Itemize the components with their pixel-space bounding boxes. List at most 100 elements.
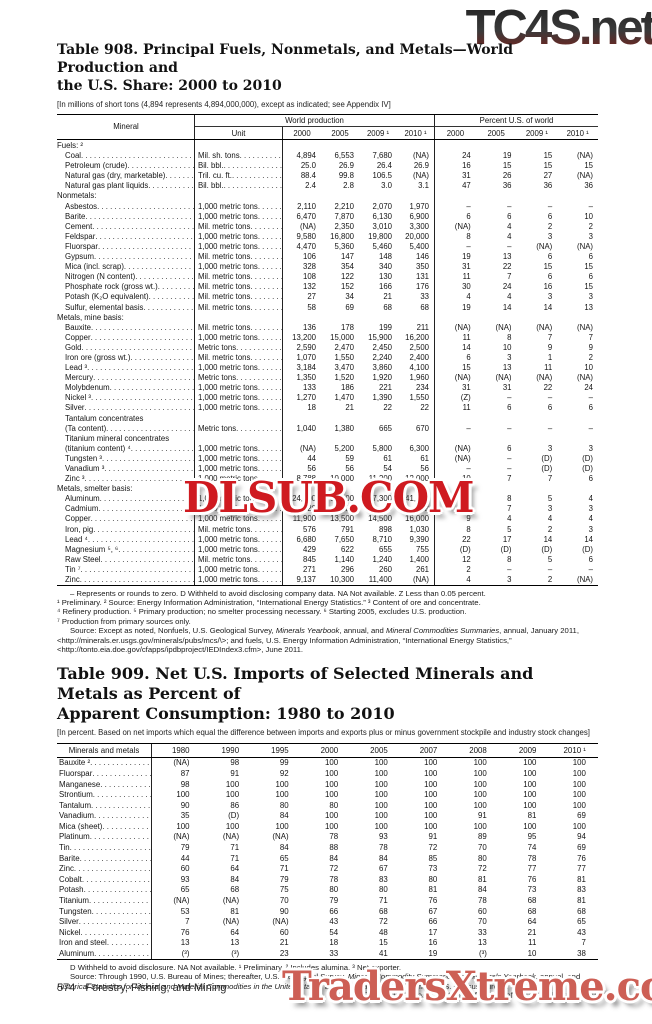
table-908-header-years: Unit 2000 2005 2009 ¹ 2010 ¹ 2000 2005 2… (57, 127, 598, 141)
unit-label: Mil. metric tons (198, 554, 251, 564)
cell-world-value: 22 (383, 403, 392, 413)
cell-percent-value: 88 (329, 843, 339, 853)
mineral-label: Phosphate rock (gross wt.) (65, 282, 158, 292)
cell-percent-value: (NA) (173, 832, 190, 842)
dot-leader (87, 363, 194, 372)
cell-percent-value: (NA) (576, 171, 593, 181)
table-row: Barite 44 71 65 84 84 85 80 78 76 (57, 852, 598, 864)
dot-leader (130, 353, 194, 362)
cell-percent-value: 100 (325, 758, 339, 768)
dot-leader (258, 212, 282, 221)
cell-percent-value: 11 (544, 363, 553, 373)
table-row: Metals, mine basis: (57, 312, 598, 323)
cell-percent-value (517, 140, 558, 150)
cell-percent-value: 100 (523, 768, 537, 778)
dot-leader (258, 514, 282, 523)
dot-leader (135, 272, 194, 281)
cell-percent-value: 100 (374, 790, 388, 800)
cell-percent-value: 19 (462, 302, 471, 312)
cell-percent-value: (NA) (495, 373, 512, 383)
cell-unit: 1,000 metric tons (195, 453, 283, 464)
cell-unit: 1,000 metric tons (195, 513, 283, 525)
table-row: Potash 65 68 75 80 80 81 84 73 83 (57, 884, 598, 896)
cell-world-value: 328 (302, 262, 316, 272)
cell-world-value: 61 (397, 453, 435, 464)
cell-percent-value: – (547, 393, 553, 403)
cell-world-value: 1,400 (397, 554, 435, 565)
cell-percent-value: 1 (547, 352, 553, 362)
cell-percent-value: 15 (462, 494, 471, 504)
cell-percent-value: 65 (279, 853, 289, 863)
cell-percent-value: – (466, 464, 471, 473)
unit-label: Mil. metric tons (198, 322, 251, 332)
cell-mineral: Copper (57, 332, 195, 343)
cell-world-value: 186 (340, 383, 354, 393)
table-row: Natural gas (dry, marketable) Tril. cu. f… (57, 170, 598, 181)
cell-percent-value: 100 (424, 779, 438, 789)
dot-leader (81, 565, 194, 574)
dot-leader (124, 262, 194, 271)
cell-mineral: Cement (57, 221, 195, 232)
table-row: Nickel ³ 1,000 metric tons 1,270 1,470 1,390… (57, 392, 598, 403)
cell-percent-value: 98 (180, 779, 190, 789)
cell-percent-value: 100 (572, 758, 586, 768)
mineral-label: Gold (65, 342, 82, 352)
cell-world-value: 147 (340, 252, 354, 262)
cell-percent-value: 60 (279, 927, 289, 937)
cell-percent-value: 89 (478, 832, 487, 842)
cell-percent-value: 6 (588, 403, 593, 413)
cell-percent-value: 24 (502, 282, 512, 292)
cell-percent-value: 71 (279, 864, 289, 874)
dot-leader (91, 333, 194, 342)
dot-leader (258, 494, 282, 503)
cell-unit: Mil. metric tons (195, 554, 283, 565)
cell-percent-value: 5 (547, 494, 553, 504)
cell-percent-value: (D) (582, 453, 593, 463)
table-row: Copper 1,000 metric tons 11,900 13,500 14,50… (57, 513, 598, 525)
cell-percent-value: 100 (424, 811, 438, 821)
mineral-label: Titanium (59, 896, 89, 906)
cell-percent-value: (D) (582, 464, 593, 473)
cell-world-value: 350 (397, 261, 435, 272)
cell-world-value (283, 312, 321, 322)
header-year: 2007 (419, 745, 438, 755)
source-segment: Mineral Commodity Summaries (347, 972, 456, 982)
cell-mineral: Tin (57, 842, 152, 853)
cell-world-value: 10,000 (330, 474, 354, 484)
cell-world-value: 576 (302, 524, 316, 534)
table-row: Lead ⁴ 1,000 metric tons 6,680 7,650 8,710 9,… (57, 534, 598, 545)
cell-percent-value (557, 191, 598, 201)
cell-world-value (359, 140, 397, 150)
cell-world-value: 1,920 (372, 373, 392, 383)
cell-percent-value: 19 (428, 949, 438, 958)
dot-leader (143, 303, 194, 312)
mineral-label: Molybdenum (65, 383, 110, 393)
cell-percent-value: – (547, 201, 553, 211)
cell-mineral: Lead ⁴ (57, 534, 195, 545)
mineral-label: Nickel ³ (65, 393, 91, 403)
table-909-title: Table 909. Net U.S. Imports of Selected … (57, 664, 598, 724)
dot-leader (97, 202, 194, 211)
mineral-label: Mica (sheet) (59, 821, 103, 831)
cell-world-value: 354 (340, 262, 354, 272)
cell-world-value: 3,470 (334, 363, 354, 373)
cell-percent-value: 72 (428, 843, 438, 853)
cell-world-value: 122 (340, 272, 354, 282)
cell-percent-value: 3 (547, 231, 553, 241)
mineral-label: Mercury (65, 373, 94, 383)
cell-percent-value: 71 (230, 853, 240, 863)
cell-percent-value: (NA) (576, 241, 593, 251)
cell-percent-value: 8 (507, 332, 512, 342)
cell-percent-value: 15 (502, 161, 512, 171)
cell-percent-value: – (466, 423, 471, 433)
cell-percent-value: 100 (325, 821, 339, 831)
dot-leader (250, 323, 282, 332)
cell-unit: Mil. metric tons (195, 281, 283, 292)
cell-world-value: 33 (397, 291, 435, 302)
cell-percent-value (435, 413, 476, 423)
cell-percent-value: (³) (478, 949, 487, 958)
cell-percent-value: 84 (478, 885, 487, 895)
cell-percent-value: 68 (527, 906, 537, 916)
cell-percent-value: 94 (577, 832, 586, 842)
cell-percent-value: 68 (527, 896, 537, 906)
